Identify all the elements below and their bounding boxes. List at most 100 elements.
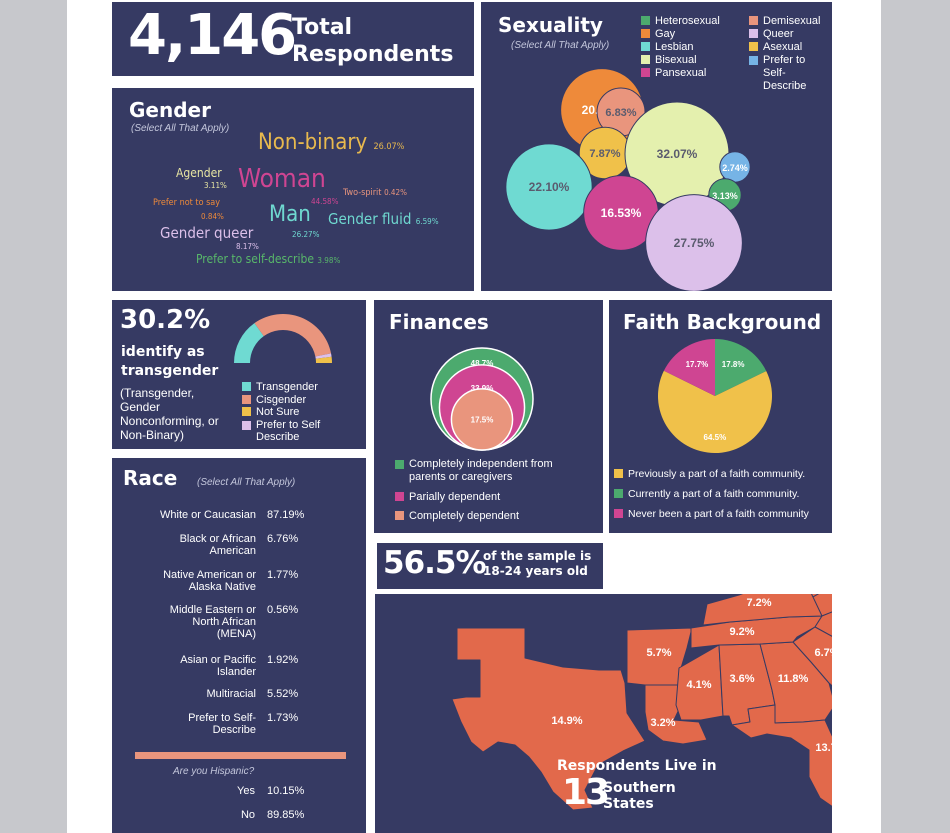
gender-word-twospirit: Two-spirit 0.42% [343, 188, 407, 198]
finance-circle-label: 17.5% [471, 415, 494, 424]
race-panel: Race (Select All That Apply) White or Ca… [112, 458, 366, 833]
legend-item: Pansexual [641, 67, 720, 80]
gender-word-value: 6.59% [415, 217, 439, 226]
pie-slice-label: 64.5% [704, 433, 727, 442]
legend-label: Not Sure [256, 406, 300, 418]
legend-swatch [749, 16, 758, 25]
finances-panel: Finances 48.7%33.9%17.5% Completely inde… [374, 300, 603, 533]
gender-word-selfdescribe: Prefer to self-describe 3.98% [196, 252, 340, 266]
gender-word-value: 0.42% [384, 188, 407, 197]
legend-swatch [614, 509, 623, 518]
transgender-line2: transgender [121, 363, 219, 379]
transgender-percent: 30.2% [120, 305, 211, 335]
race-row-label: Black or African American [179, 533, 256, 557]
legend-label: Bisexual [655, 54, 697, 66]
age-caption: of the sample is 18-24 years old [483, 549, 591, 579]
hispanic-row-value: 89.85% [267, 809, 305, 821]
legend-label: Pansexual [655, 67, 707, 79]
gender-word-woman: Woman [238, 164, 326, 194]
transgender-note: (Transgender, Gender Nonconforming, or N… [120, 386, 219, 442]
state-label: 7.2% [746, 597, 771, 609]
pie-slice-label: 17.8% [722, 360, 745, 369]
gender-word-label: Non-binary [258, 130, 368, 155]
age-percent: 56.5% [383, 545, 487, 581]
infographic-page: 4,146 Total Respondents Gender (Select A… [67, 0, 881, 833]
bubble-label: 22.10% [529, 180, 570, 194]
gender-word-agender-value: 3.11% [204, 181, 227, 190]
race-row-label: Multiracial [206, 688, 256, 700]
map-caption-line3: States [603, 796, 654, 812]
legend-swatch [395, 511, 404, 520]
state-florida [731, 704, 832, 807]
legend-item: Currently a part of a faith community. [614, 488, 809, 501]
legend-label: Currently a part of a faith community. [628, 488, 800, 500]
gender-word-prefernot: Prefer not to say [153, 198, 221, 208]
legend-swatch [641, 42, 650, 51]
half-donut-segment [315, 356, 332, 363]
race-row-label: Asian or Pacific Islander [180, 654, 256, 678]
bubble-label: 32.07% [657, 147, 698, 161]
legend-swatch [641, 55, 650, 64]
legend-item: Completely dependent [395, 510, 585, 523]
sexuality-legend-col1: Heterosexual Gay Lesbian Bisexual Pansex… [641, 15, 720, 80]
legend-swatch [395, 460, 404, 469]
total-respondents-panel: 4,146 Total Respondents [112, 2, 474, 76]
race-subtitle: (Select All That Apply) [197, 477, 296, 488]
map-state-count: 13 [562, 772, 610, 813]
legend-item: Gay [641, 28, 720, 41]
gender-word-genderqueer-value: 8.17% [236, 242, 259, 251]
faith-panel: Faith Background 17.8% 64.5% 17.7% Previou… [609, 300, 832, 533]
legend-label: Transgender [256, 381, 318, 393]
legend-label: Parially dependent [409, 491, 501, 503]
state-southcarolina [792, 626, 832, 687]
faith-legend: Previously a part of a faith community. … [614, 468, 809, 521]
bubble-label: 27.75% [674, 236, 715, 250]
gender-panel: Gender (Select All That Apply) Non-binar… [112, 88, 474, 291]
legend-swatch [749, 42, 758, 51]
gender-word-prefernot-value: 0.84% [201, 212, 224, 221]
transgender-legend: Transgender Cisgender Not Sure Prefer to… [242, 381, 322, 444]
gender-word-agender: Agender [176, 166, 222, 180]
gender-word-label: Gender fluid [328, 210, 412, 228]
total-count: 4,146 [128, 3, 297, 68]
gender-subtitle: (Select All That Apply) [131, 123, 230, 134]
race-row-value: 87.19% [267, 509, 305, 521]
faith-title: Faith Background [623, 310, 822, 334]
legend-swatch [614, 489, 623, 498]
gender-word-man: Man [269, 202, 311, 227]
legend-swatch [242, 382, 251, 391]
legend-item: Lesbian [641, 41, 720, 54]
legend-swatch [749, 56, 758, 65]
half-donut-segment [234, 323, 264, 363]
legend-swatch [242, 407, 251, 416]
gender-word-label: Two-spirit [343, 188, 382, 198]
state-label: 4.1% [686, 679, 711, 691]
legend-item: Heterosexual [641, 15, 720, 28]
half-donut-segment [254, 314, 332, 357]
race-row-value: 0.56% [267, 604, 299, 616]
state-label: 13.7% [815, 742, 832, 754]
faith-pie-chart: 17.8% 64.5% 17.7% [658, 339, 772, 453]
legend-swatch [395, 492, 404, 501]
gender-word-genderqueer: Gender queer [160, 224, 254, 242]
total-label: Total Respondents [292, 14, 453, 68]
state-label: 6.7% [814, 647, 832, 659]
gender-word-woman-value: 44.58% [311, 197, 339, 206]
total-label-line1: Total [292, 15, 353, 40]
sexuality-subtitle: (Select All That Apply) [511, 40, 610, 51]
sexuality-panel: Sexuality (Select All That Apply) Hetero… [481, 2, 832, 291]
bubble-label: 3.13% [712, 191, 738, 201]
legend-label: Heterosexual [655, 15, 720, 27]
finance-circle-label: 48.7% [471, 359, 494, 368]
finances-legend: Completely independent from parents or c… [395, 458, 585, 523]
finance-circle [450, 388, 514, 451]
pie-slice [658, 370, 772, 453]
legend-item: Transgender [242, 381, 322, 394]
legend-item: Never been a part of a faith community [614, 508, 809, 521]
state-label: 14.9% [551, 715, 582, 727]
hispanic-row-label: Yes [237, 785, 255, 797]
legend-swatch [641, 29, 650, 38]
sexuality-bubble-chart: 20.30%6.83%7.87%32.07%2.74%22.10%3.13%16… [505, 68, 751, 291]
legend-label: Lesbian [655, 41, 694, 53]
transgender-panel: 30.2% identify as transgender (Transgend… [112, 300, 366, 449]
